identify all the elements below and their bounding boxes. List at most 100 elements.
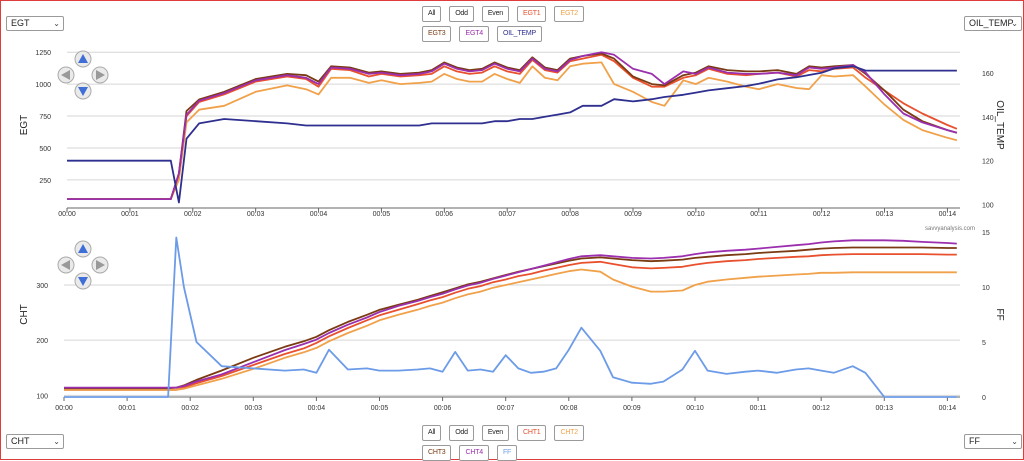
top-left-select-value: EGT (11, 18, 30, 28)
top-button-all[interactable]: All (422, 6, 442, 22)
egt-y-tick-label: 750 (39, 114, 51, 121)
cht-x-tick-label: 00:02 (181, 405, 199, 412)
bottom-left-select[interactable]: CHT ⌄ (6, 434, 64, 449)
pan-down-button[interactable] (74, 82, 92, 100)
egt-x-tick-label: 00:04 (310, 211, 328, 218)
arrow-up-icon (78, 244, 88, 253)
chevron-down-icon: ⌄ (1011, 19, 1018, 28)
top-button-egt1[interactable]: EGT1 (516, 6, 547, 22)
top-right-select[interactable]: OIL_TEMP ⌄ (964, 16, 1022, 31)
egt-y2-tick-label: 100 (982, 203, 994, 210)
cht-y2-tick-label: 10 (982, 285, 990, 292)
egt-y2-axis-title: OIL_TEMP (994, 100, 1005, 150)
pan-left-button[interactable] (57, 256, 75, 274)
egt-x-tick-label: 00:14 (939, 211, 957, 218)
egt-y-tick-label: 500 (39, 146, 51, 153)
egt-x-tick-label: 00:08 (561, 211, 579, 218)
bottom-pan-controls (57, 240, 109, 290)
cht-y2-tick-label: 15 (982, 230, 990, 237)
cht-y-axis-title: CHT (19, 304, 30, 325)
arrow-down-icon (78, 277, 88, 286)
top-button-odd[interactable]: Odd (449, 6, 474, 22)
series-line-oil-temp (67, 65, 957, 204)
egt-x-tick-label: 00:13 (876, 211, 894, 218)
series-line-egt1 (67, 53, 958, 201)
egt-x-tick-label: 00:07 (498, 211, 516, 218)
egt-x-tick-label: 00:10 (687, 211, 705, 218)
top-button-egt3[interactable]: EGT3 (422, 26, 452, 42)
series-line-cht4 (64, 239, 957, 389)
bottom-button-odd[interactable]: Odd (449, 425, 474, 441)
bottom-button-cht1[interactable]: CHT1 (516, 425, 547, 441)
bottom-series-buttons: All Odd Even CHT1 CHT2 CHT3 CHT4 FF (422, 425, 602, 461)
cht-x-tick-label: 00:08 (560, 405, 578, 412)
bottom-right-select[interactable]: FF ⌄ (964, 434, 1022, 449)
egt-y-tick-label: 1000 (35, 82, 51, 89)
pan-right-button[interactable] (91, 66, 109, 84)
egt-y-tick-label: 250 (39, 178, 51, 185)
cht-y2-tick-label: 0 (982, 395, 986, 402)
pan-down-button[interactable] (74, 272, 92, 290)
top-pan-controls (57, 50, 109, 100)
cht-x-tick-label: 00:13 (876, 405, 894, 412)
cht-x-tick-label: 00:00 (55, 405, 73, 412)
cht-y2-axis-title: FF (994, 308, 1005, 320)
watermark: savvyanalysis.com (925, 226, 976, 232)
series-line-ff (64, 236, 957, 398)
egt-y-axis-title: EGT (19, 115, 30, 136)
egt-x-tick-label: 00:06 (436, 211, 454, 218)
bottom-right-select-value: FF (969, 436, 980, 446)
cht-x-tick-label: 00:10 (686, 405, 704, 412)
egt-x-tick-label: 00:02 (184, 211, 202, 218)
egt-x-tick-label: 00:12 (813, 211, 831, 218)
series-line-egt2 (67, 61, 958, 201)
cht-x-tick-label: 00:06 (434, 405, 452, 412)
top-right-select-value: OIL_TEMP (969, 18, 1014, 28)
top-button-oil-temp[interactable]: OIL_TEMP (496, 26, 542, 42)
chevron-down-icon: ⌄ (1011, 437, 1018, 446)
pan-up-button[interactable] (74, 240, 92, 258)
bottom-button-all[interactable]: All (422, 425, 442, 441)
top-series-buttons: All Odd Even EGT1 EGT2 EGT3 EGT4 OIL_TEMP (422, 6, 602, 42)
arrow-up-icon (78, 54, 88, 63)
bottom-button-cht2[interactable]: CHT2 (554, 425, 584, 441)
cht-x-tick-label: 00:14 (939, 405, 957, 412)
series-line-cht1 (64, 253, 957, 391)
egt-x-tick-label: 00:05 (373, 211, 391, 218)
top-button-egt4[interactable]: EGT4 (459, 26, 489, 42)
arrow-down-icon (78, 87, 88, 96)
egt-y-tick-label: 1250 (35, 50, 51, 57)
arrow-right-icon (96, 260, 105, 270)
cht-x-tick-label: 00:04 (308, 405, 326, 412)
pan-left-button[interactable] (57, 66, 75, 84)
series-line-cht3 (64, 246, 957, 390)
pan-right-button[interactable] (91, 256, 109, 274)
cht-x-tick-label: 00:12 (812, 405, 830, 412)
top-left-select[interactable]: EGT ⌄ (6, 16, 64, 31)
pan-up-button[interactable] (74, 50, 92, 68)
top-button-egt2[interactable]: EGT2 (554, 6, 584, 22)
egt-x-tick-label: 00:03 (247, 211, 265, 218)
chevron-down-icon: ⌄ (53, 437, 60, 446)
chevron-down-icon: ⌄ (53, 19, 60, 28)
cht-y-tick-label: 200 (36, 338, 48, 345)
egt-x-tick-label: 00:11 (750, 211, 767, 218)
cht-x-tick-label: 00:05 (371, 405, 389, 412)
egt-y2-tick-label: 120 (982, 159, 994, 166)
cht-x-tick-label: 00:03 (245, 405, 263, 412)
cht-y2-tick-label: 5 (982, 340, 986, 347)
egt-x-tick-label: 00:09 (624, 211, 642, 218)
cht-x-tick-label: 00:09 (623, 405, 641, 412)
top-button-even[interactable]: Even (481, 6, 509, 22)
series-line-egt3 (67, 52, 958, 201)
egt-y2-tick-label: 160 (982, 71, 994, 78)
egt-y2-tick-label: 140 (982, 115, 994, 122)
egt-x-tick-label: 00:01 (121, 211, 139, 218)
cht-y-tick-label: 300 (36, 283, 48, 290)
arrow-left-icon (61, 70, 70, 80)
bottom-left-select-value: CHT (11, 436, 30, 446)
cht-x-tick-label: 00:11 (750, 405, 767, 412)
bottom-button-even[interactable]: Even (481, 425, 509, 441)
bottom-button-cht4[interactable]: CHT4 (459, 445, 489, 461)
